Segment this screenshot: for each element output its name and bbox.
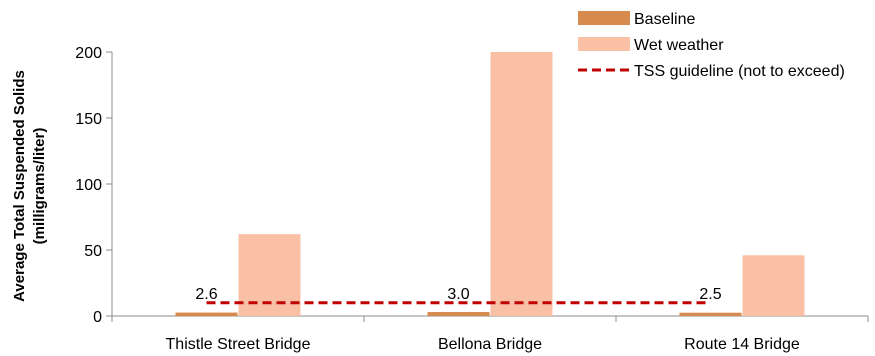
- y-axis-label-line-2: (milligrams/liter): [31, 128, 48, 245]
- legend: Baseline Wet weather TSS guideline (not to…: [578, 11, 845, 80]
- x-tick-label: Thistle Street Bridge: [166, 336, 311, 353]
- y-axis: 0 50 100 150 200: [75, 45, 113, 326]
- legend-label-guideline: TSS guideline (not to exceed): [634, 63, 845, 80]
- bar-wet-weather: [490, 52, 553, 316]
- y-tick-label: 50: [84, 243, 102, 260]
- data-label: 3.0: [447, 286, 469, 303]
- x-axis: Thistle Street Bridge Bellona Bridge Route…: [111, 315, 869, 353]
- bar-wet-weather: [742, 255, 805, 316]
- bar-baseline: [175, 312, 238, 316]
- y-tick-label: 150: [75, 111, 102, 128]
- y-axis-label-line-1: Average Total Suspended Solids: [11, 70, 28, 302]
- y-tick-label: 0: [93, 309, 102, 326]
- bars: [175, 52, 805, 316]
- data-labels: 2.6 3.0 2.5: [195, 286, 721, 303]
- x-tick-label: Route 14 Bridge: [684, 336, 800, 353]
- legend-label-baseline: Baseline: [634, 11, 695, 28]
- legend-swatch-baseline: [578, 11, 630, 25]
- bar-baseline: [427, 312, 490, 316]
- data-label: 2.6: [195, 286, 217, 303]
- y-axis-label: Average Total Suspended Solids (milligra…: [11, 70, 48, 302]
- x-tick-label: Bellona Bridge: [438, 336, 542, 353]
- bar-baseline: [679, 312, 742, 316]
- data-label: 2.5: [699, 286, 721, 303]
- legend-swatch-wet-weather: [578, 37, 630, 51]
- y-tick-label: 200: [75, 45, 102, 62]
- y-tick-label: 100: [75, 177, 102, 194]
- legend-label-wet-weather: Wet weather: [634, 37, 724, 54]
